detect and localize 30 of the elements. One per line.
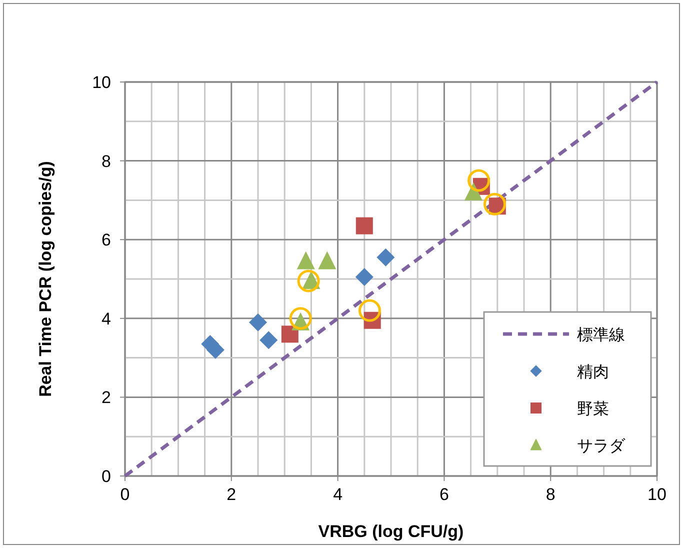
x-tick-label: 6	[439, 485, 449, 504]
y-tick-label: 8	[102, 152, 111, 171]
point	[260, 331, 278, 350]
point	[358, 299, 381, 322]
y-tick-label: 2	[102, 388, 111, 408]
legend-label: サラダ	[577, 438, 626, 455]
y-tick-label: 6	[102, 230, 111, 250]
x-tick-label: 0	[120, 485, 130, 504]
x-axis-title: VRBG (log CFU/g)	[318, 522, 464, 541]
x-tick-label: 10	[648, 485, 666, 504]
x-tick-label: 8	[546, 485, 556, 504]
point	[376, 248, 395, 266]
x-tick-label: 4	[333, 485, 343, 504]
x-tick-label: 2	[226, 485, 236, 504]
point	[249, 313, 267, 332]
legend-label: 標準線	[577, 326, 625, 344]
y-tick-label: 10	[92, 73, 111, 92]
legend-label: 野菜	[577, 400, 609, 418]
y-axis-title: Real Time PCR (log copies/g)	[36, 161, 55, 397]
point	[289, 307, 312, 330]
point	[355, 268, 374, 286]
legend-label: 精肉	[577, 363, 609, 381]
point	[296, 251, 315, 270]
point	[356, 217, 373, 234]
point	[297, 270, 320, 292]
y-tick-label: 0	[102, 467, 111, 486]
point	[318, 251, 336, 270]
y-tick-label: 4	[102, 309, 111, 328]
point	[468, 169, 490, 192]
point	[483, 192, 506, 216]
